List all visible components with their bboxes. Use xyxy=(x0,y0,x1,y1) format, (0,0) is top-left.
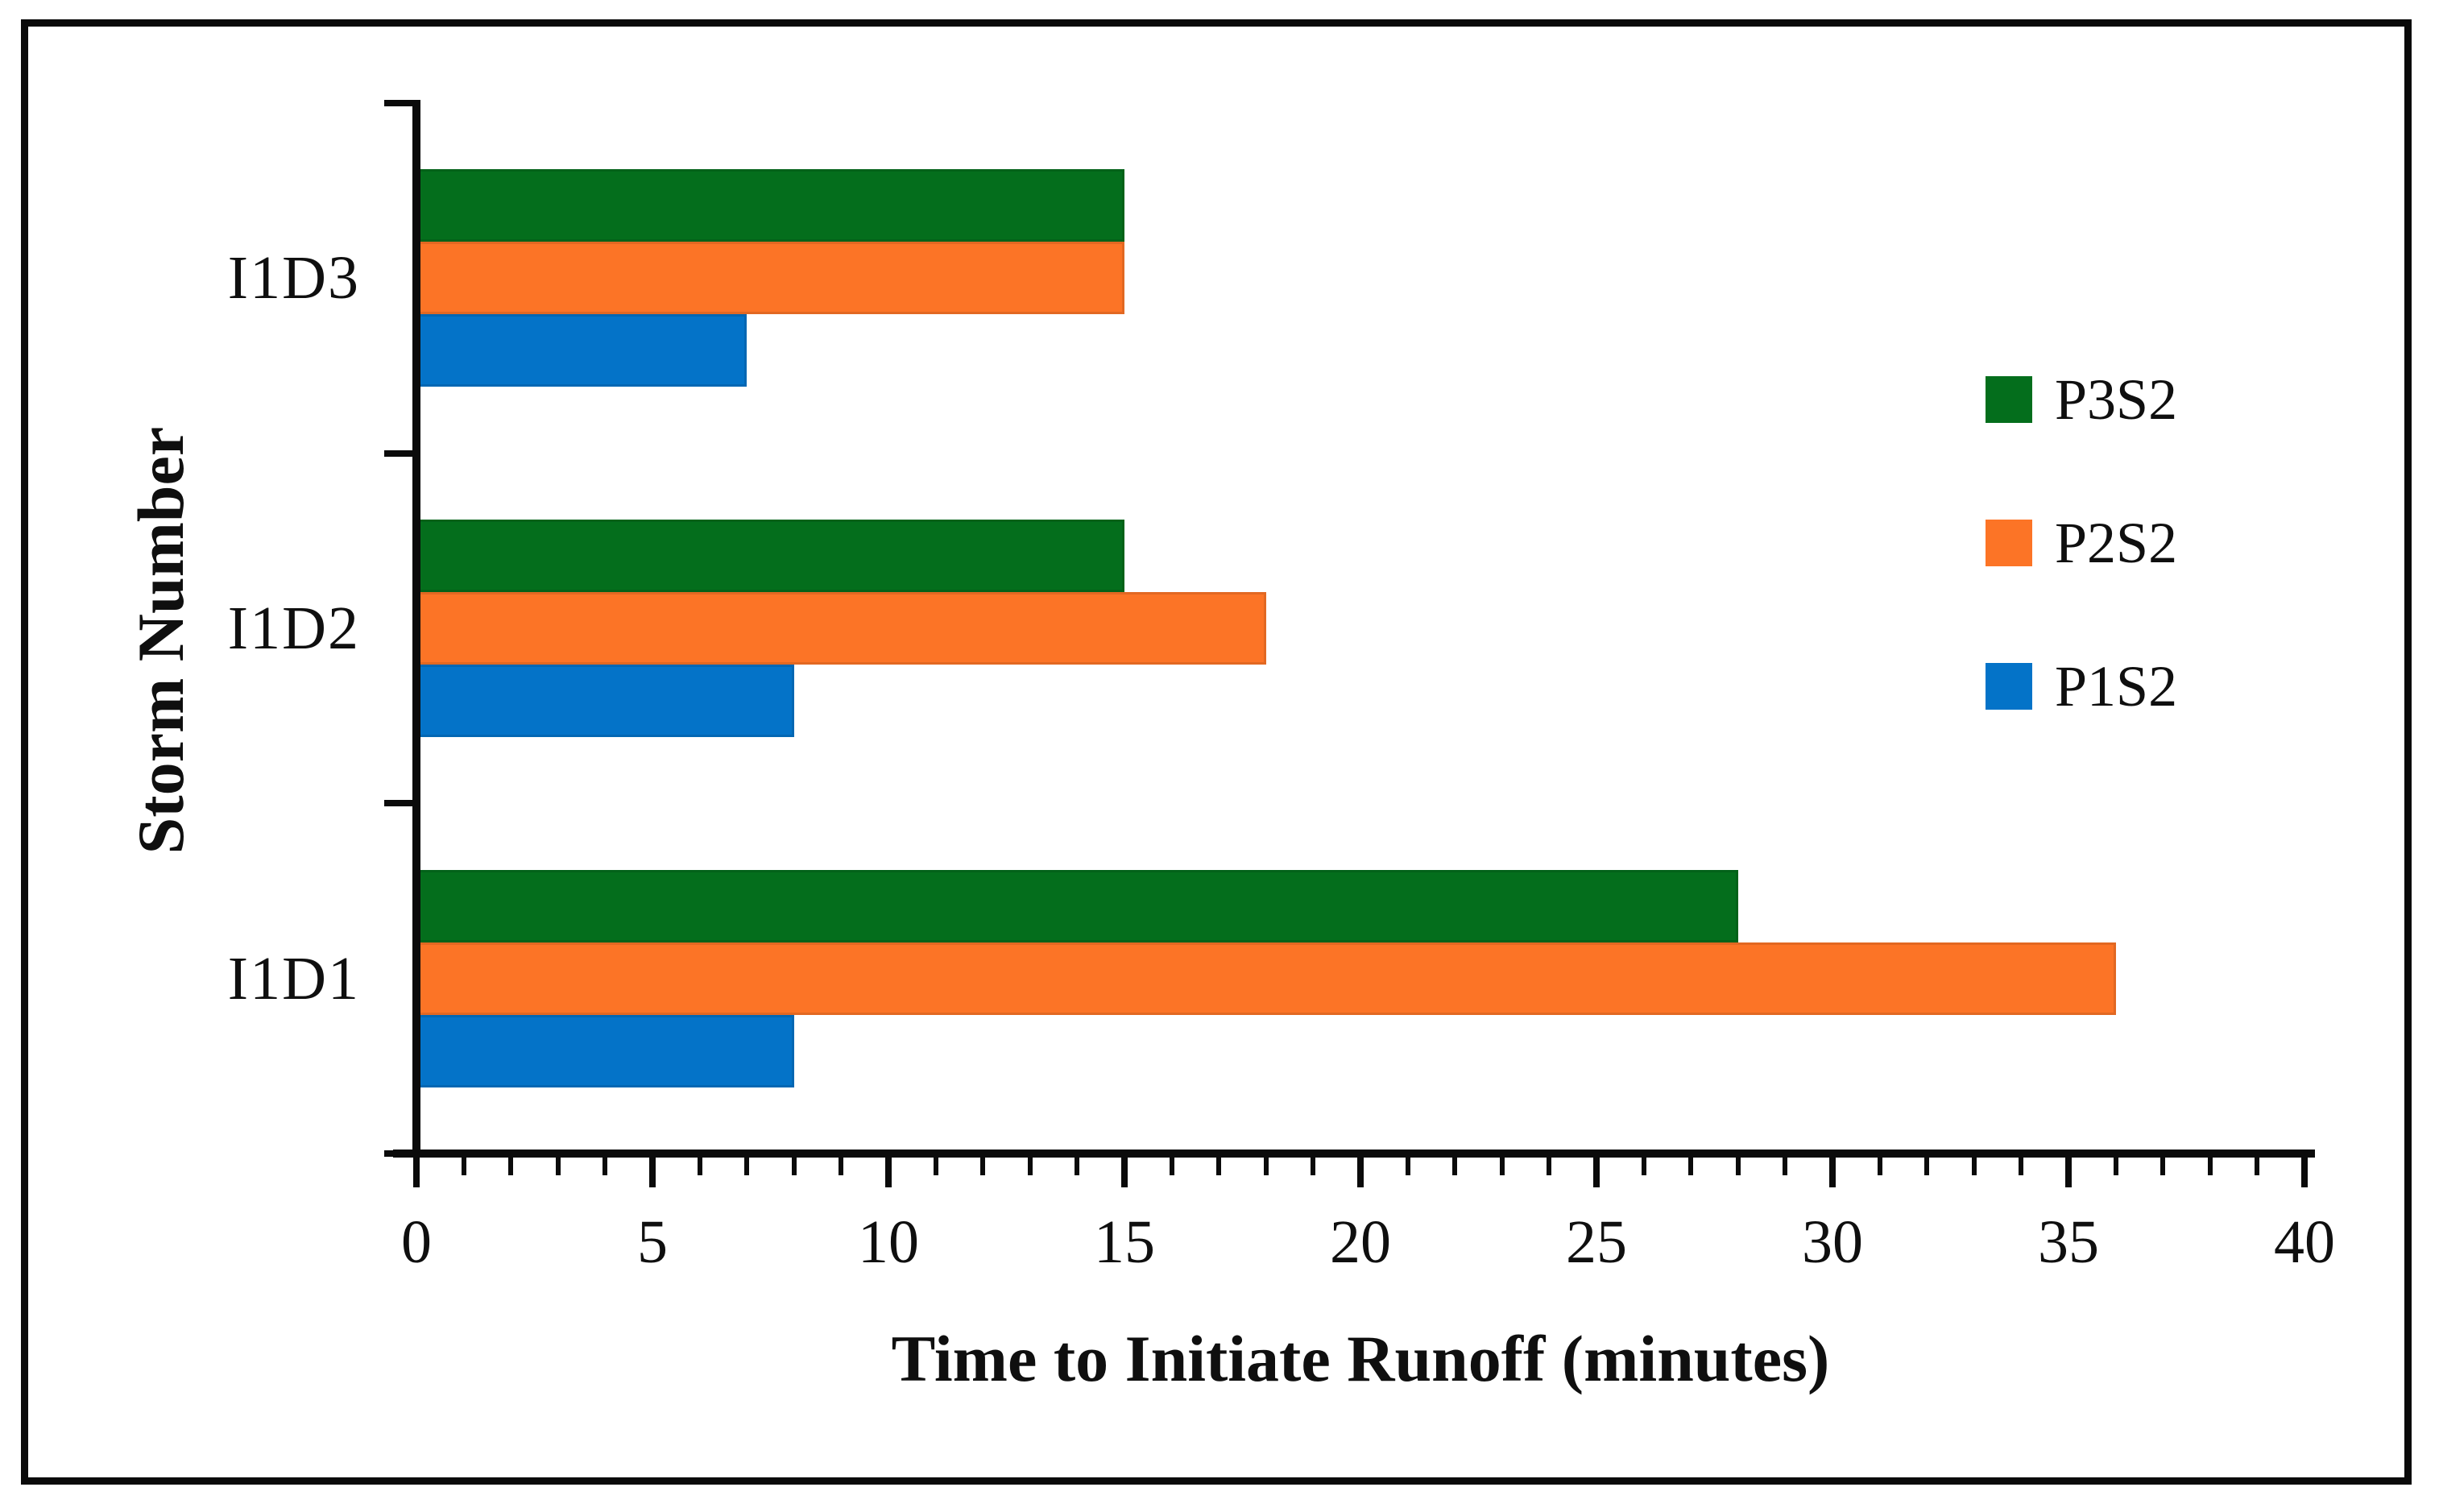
x-axis-minor-tick xyxy=(2160,1154,2166,1175)
bar-I1D3-P2S2 xyxy=(416,242,1124,315)
x-axis-minor-tick xyxy=(555,1154,561,1175)
bar-I1D1-P3S2 xyxy=(416,869,1738,942)
x-axis-minor-tick xyxy=(933,1154,938,1175)
x-axis-major-tick xyxy=(413,1154,420,1187)
x-axis-minor-tick xyxy=(2113,1154,2118,1175)
x-axis-major-tick xyxy=(2065,1154,2072,1187)
bar-I1D1-P2S2 xyxy=(416,942,2116,1015)
legend-label-P1S2: P1S2 xyxy=(2055,654,2178,719)
category-label-I1D3: I1D3 xyxy=(227,244,360,313)
bar-I1D3-P3S2 xyxy=(416,169,1124,242)
bar-I1D2-P3S2 xyxy=(416,520,1124,592)
x-axis-tick-label: 25 xyxy=(1566,1208,1627,1276)
x-axis-minor-tick xyxy=(2255,1154,2260,1175)
x-axis-minor-tick xyxy=(1971,1154,1977,1175)
x-axis-minor-tick xyxy=(1169,1154,1174,1175)
x-axis-tick-label: 30 xyxy=(1802,1208,1863,1276)
bar-I1D3-P1S2 xyxy=(416,314,747,387)
x-axis-minor-tick xyxy=(1216,1154,1222,1175)
x-axis-minor-tick xyxy=(1075,1154,1080,1175)
x-axis-tick-label: 10 xyxy=(858,1208,919,1276)
x-axis-major-tick xyxy=(1121,1154,1128,1187)
x-axis-minor-tick xyxy=(1924,1154,1930,1175)
x-axis-minor-tick xyxy=(1783,1154,1788,1175)
category-label-I1D1: I1D1 xyxy=(227,944,360,1013)
x-axis-minor-tick xyxy=(1688,1154,1694,1175)
category-label-I1D2: I1D2 xyxy=(227,594,360,662)
bar-I1D2-P2S2 xyxy=(416,592,1266,665)
legend-swatch-P2S2 xyxy=(1986,520,2032,566)
x-axis-minor-tick xyxy=(1499,1154,1505,1175)
x-axis-tick-label: 20 xyxy=(1330,1208,1391,1276)
x-axis-minor-tick xyxy=(508,1154,514,1175)
legend-item-P1S2: P1S2 xyxy=(1986,657,2177,715)
bar-I1D1-P1S2 xyxy=(416,1014,794,1087)
x-axis-title: Time to Initiate Runoff (minutes) xyxy=(891,1322,1830,1395)
y-axis-line xyxy=(412,100,420,1158)
x-axis-minor-tick xyxy=(744,1154,750,1175)
x-axis-major-tick xyxy=(649,1154,656,1187)
x-axis-minor-tick xyxy=(2019,1154,2024,1175)
x-axis-major-tick xyxy=(885,1154,892,1187)
x-axis-line xyxy=(393,1150,2315,1158)
x-axis-tick-label: 0 xyxy=(401,1208,432,1276)
legend: P3S2 P2S2 P1S2 xyxy=(1986,371,2177,806)
legend-label-P2S2: P2S2 xyxy=(2055,511,2178,575)
y-axis-boundary-tick xyxy=(384,800,416,807)
x-axis-minor-tick xyxy=(980,1154,986,1175)
legend-label-P3S2: P3S2 xyxy=(2055,367,2178,432)
bar-I1D2-P1S2 xyxy=(416,665,794,737)
x-axis-tick-label: 15 xyxy=(1094,1208,1155,1276)
x-axis-minor-tick xyxy=(603,1154,608,1175)
x-axis-minor-tick xyxy=(1547,1154,1552,1175)
x-axis-minor-tick xyxy=(697,1154,702,1175)
x-axis-minor-tick xyxy=(1311,1154,1316,1175)
y-axis-boundary-tick xyxy=(384,100,416,106)
x-axis-tick-label: 40 xyxy=(2274,1208,2335,1276)
x-axis-tick-label: 35 xyxy=(2038,1208,2099,1276)
x-axis-minor-tick xyxy=(461,1154,466,1175)
x-axis-minor-tick xyxy=(1405,1154,1410,1175)
x-axis-major-tick xyxy=(1357,1154,1364,1187)
x-axis-minor-tick xyxy=(1263,1154,1269,1175)
legend-item-P3S2: P3S2 xyxy=(1986,371,2177,429)
x-axis-minor-tick xyxy=(1641,1154,1646,1175)
x-axis-tick-label: 5 xyxy=(637,1208,668,1276)
x-axis-minor-tick xyxy=(839,1154,844,1175)
x-axis-major-tick xyxy=(2301,1154,2308,1187)
legend-item-P2S2: P2S2 xyxy=(1986,514,2177,572)
x-axis-major-tick xyxy=(1829,1154,1836,1187)
x-axis-minor-tick xyxy=(791,1154,797,1175)
x-axis-minor-tick xyxy=(1452,1154,1458,1175)
x-axis-minor-tick xyxy=(1735,1154,1741,1175)
x-axis-minor-tick xyxy=(1027,1154,1033,1175)
y-axis-boundary-tick xyxy=(384,449,416,457)
x-axis-major-tick xyxy=(1593,1154,1600,1187)
x-axis-minor-tick xyxy=(1877,1154,1882,1175)
legend-swatch-P1S2 xyxy=(1986,663,2032,710)
legend-swatch-P3S2 xyxy=(1986,376,2032,423)
x-axis-minor-tick xyxy=(2207,1154,2213,1175)
